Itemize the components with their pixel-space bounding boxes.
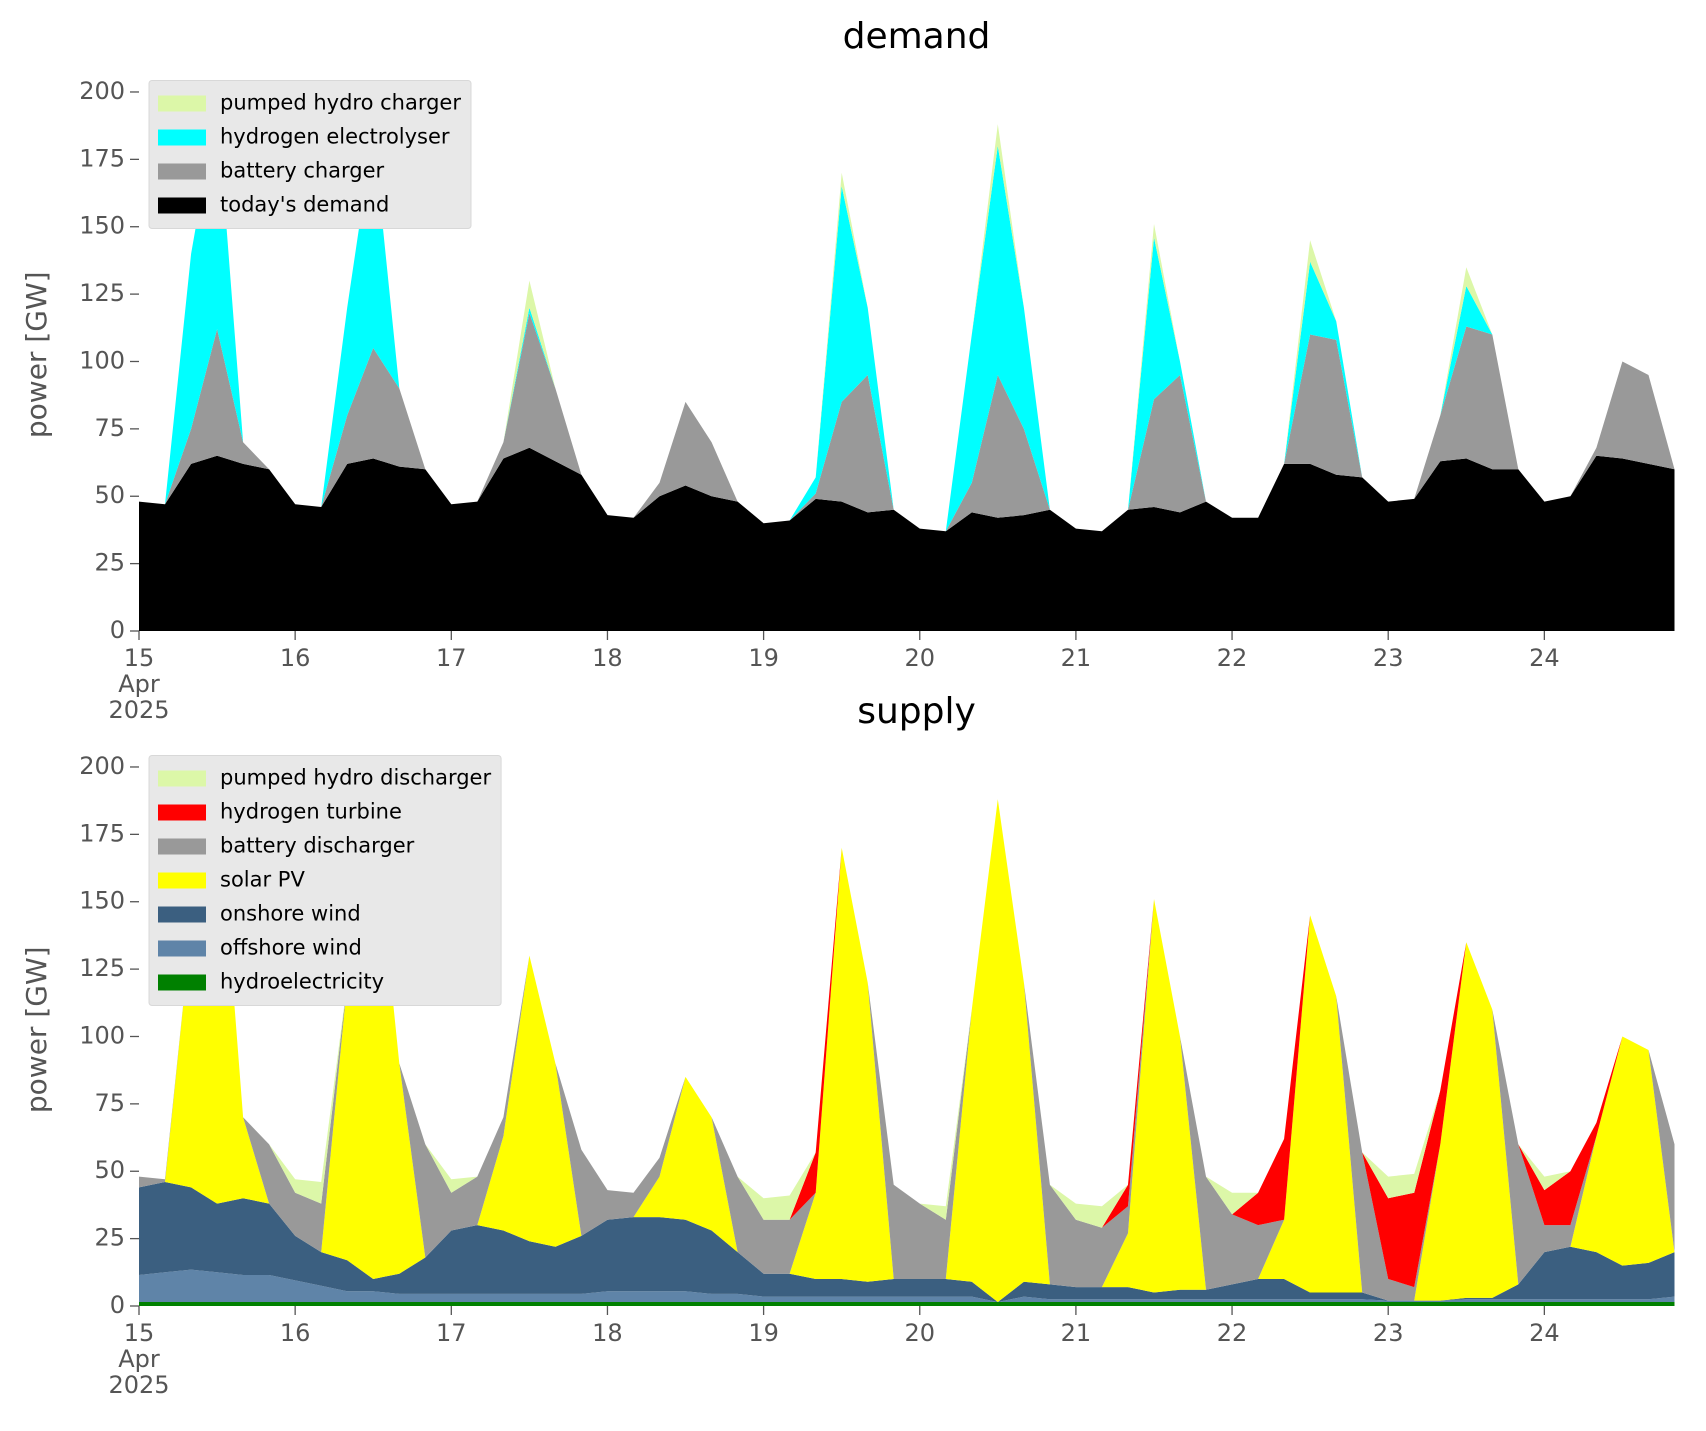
legend: [148, 755, 502, 1006]
legend-label: battery charger: [220, 159, 385, 183]
legend-swatch: [158, 906, 206, 923]
y-tick-label: 125: [79, 954, 125, 982]
y-tick-label: 50: [94, 481, 125, 509]
legend-label: pumped hydro charger: [220, 91, 461, 115]
x-tick-label: 16: [279, 1319, 311, 1347]
x-tick-label: 19: [748, 1319, 779, 1347]
x-tick-label: 16: [279, 644, 311, 672]
y-tick-label: 75: [94, 414, 125, 442]
legend-swatch: [158, 804, 206, 821]
area: [139, 105, 1675, 532]
y-tick-label: 0: [110, 1291, 125, 1319]
legend-label: hydrogen turbine: [220, 800, 402, 824]
legend-swatch: [158, 974, 206, 991]
legend-swatch: [158, 95, 206, 112]
legend-label: solar PV: [220, 868, 305, 892]
y-tick-label: 100: [79, 346, 125, 374]
y-tick-label: 125: [79, 279, 125, 307]
legend-label: hydrogen electrolyser: [220, 125, 450, 149]
y-tick-label: 25: [94, 1224, 125, 1252]
x-tick-label: 22: [1216, 1319, 1248, 1347]
y-tick-label: 200: [79, 752, 125, 780]
x-tick-label: 15 Apr 2025: [108, 1319, 170, 1399]
y-tick-label: 150: [79, 887, 125, 915]
legend-swatch: [158, 838, 206, 855]
x-tick-label: 20: [904, 1319, 936, 1347]
y-tick-label: 0: [110, 616, 125, 644]
legend-swatch: [158, 940, 206, 957]
area: [139, 780, 1675, 1301]
y-tick-label: 175: [79, 819, 125, 847]
x-tick-label: 17: [436, 1319, 467, 1347]
x-tick-label: 24: [1529, 644, 1560, 672]
x-tick-label: 15 Apr 2025: [108, 644, 170, 724]
chart-title: supply: [857, 691, 976, 732]
legend-swatch: [158, 770, 206, 787]
y-tick-label: 75: [94, 1089, 125, 1117]
area: [139, 1182, 1675, 1302]
x-tick-label: 18: [592, 644, 623, 672]
area: [139, 780, 1675, 1228]
y-tick-label: 25: [94, 549, 125, 577]
y-axis-label: power [GW]: [20, 271, 53, 438]
x-tick-label: 19: [748, 644, 779, 672]
area: [139, 313, 1675, 532]
legend-label: onshore wind: [220, 902, 361, 926]
legend-label: pumped hydro discharger: [220, 766, 491, 790]
x-tick-label: 17: [436, 644, 467, 672]
x-tick-label: 21: [1060, 1319, 1092, 1347]
y-tick-label: 50: [94, 1156, 125, 1184]
y-axis-label: power [GW]: [20, 946, 53, 1113]
x-tick-label: 22: [1216, 644, 1248, 672]
legend-swatch: [158, 163, 206, 180]
legend: [148, 80, 472, 229]
legend-swatch: [158, 129, 206, 146]
chart-title: demand: [843, 16, 991, 57]
x-tick-label: 18: [592, 1319, 623, 1347]
y-tick-label: 100: [79, 1021, 125, 1049]
legend-label: today's demand: [220, 193, 389, 217]
legend-swatch: [158, 872, 206, 889]
x-tick-label: 20: [904, 644, 936, 672]
y-tick-label: 150: [79, 212, 125, 240]
legend-label: battery discharger: [220, 834, 415, 858]
x-tick-label: 23: [1372, 644, 1404, 672]
legend-label: offshore wind: [220, 936, 362, 960]
x-tick-label: 23: [1372, 1319, 1404, 1347]
y-tick-label: 175: [79, 144, 125, 172]
legend-label: hydroelectricity: [220, 970, 384, 994]
x-tick-label: 24: [1529, 1319, 1560, 1347]
y-tick-label: 200: [79, 77, 125, 105]
area: [139, 780, 1675, 1302]
area: [139, 447, 1675, 631]
area: [139, 1302, 1675, 1306]
x-tick-label: 21: [1060, 644, 1092, 672]
legend-swatch: [158, 197, 206, 214]
